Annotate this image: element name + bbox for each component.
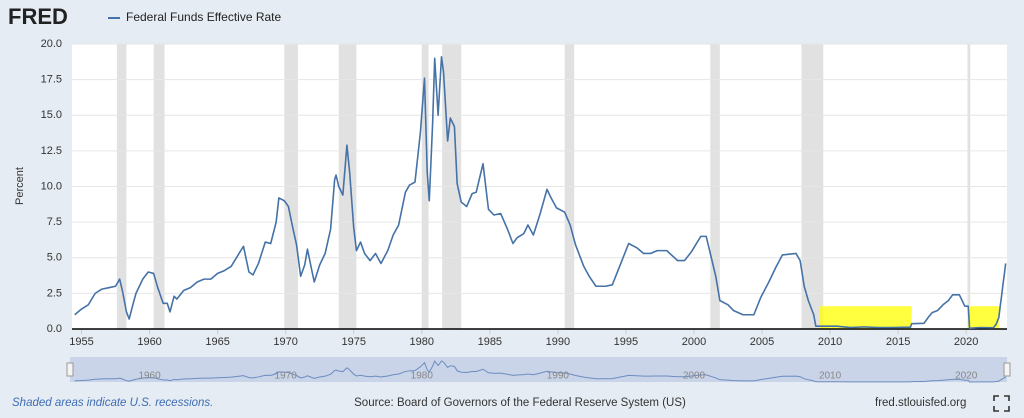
- series-line: [74, 56, 1007, 330]
- fullscreen-icon[interactable]: [993, 395, 1010, 412]
- y-tick-label: 12.5: [41, 145, 62, 157]
- navigator-tick-label: 1980: [411, 371, 434, 382]
- navigator-tick-label: 1960: [138, 371, 161, 382]
- y-tick-label: 7.5: [47, 216, 62, 228]
- y-tick-label: 10.0: [41, 180, 62, 192]
- recession-note: Shaded areas indicate U.S. recessions.: [12, 397, 213, 409]
- navigator-line: [74, 360, 1006, 383]
- legend-label: Federal Funds Effective Rate: [126, 10, 282, 24]
- x-tick-label: 2010: [818, 336, 842, 348]
- x-tick-label: 2000: [682, 336, 706, 348]
- site: fred.stlouisfed.org: [875, 397, 966, 409]
- navigator-tick-label: 2010: [819, 371, 842, 382]
- logo: FRED: [8, 4, 68, 29]
- highlight: [968, 306, 999, 329]
- x-tick-label: 1980: [410, 336, 434, 348]
- x-tick-label: 1955: [69, 336, 93, 348]
- x-tick-label: 1990: [546, 336, 570, 348]
- source: Source: Board of Governors of the Federa…: [354, 397, 686, 409]
- y-tick-label: 20.0: [41, 38, 62, 50]
- x-tick-label: 1995: [614, 336, 638, 348]
- x-tick-label: 1985: [478, 336, 502, 348]
- x-tick-label: 1975: [341, 336, 365, 348]
- y-tick-label: 2.5: [47, 287, 62, 299]
- y-tick-label: 15.0: [41, 109, 62, 121]
- x-tick-label: 1960: [137, 336, 161, 348]
- x-tick-label: 1965: [205, 336, 229, 348]
- highlight: [819, 306, 912, 329]
- navigator-tick-label: 2020: [955, 371, 978, 382]
- y-axis-label: Percent: [14, 167, 26, 205]
- x-tick-label: 2015: [886, 336, 910, 348]
- navigator-handle[interactable]: [1003, 362, 1011, 377]
- y-tick-label: 0.0: [47, 323, 62, 335]
- x-tick-label: 2005: [750, 336, 774, 348]
- x-tick-label: 1970: [273, 336, 297, 348]
- navigator-tick-label: 2000: [683, 371, 706, 382]
- navigator-handle[interactable]: [66, 362, 74, 377]
- y-tick-label: 17.5: [41, 74, 62, 86]
- navigator-tick-label: 1990: [547, 371, 570, 382]
- x-tick-label: 2020: [954, 336, 978, 348]
- y-tick-label: 5.0: [47, 252, 62, 264]
- navigator-tick-label: 1970: [275, 371, 298, 382]
